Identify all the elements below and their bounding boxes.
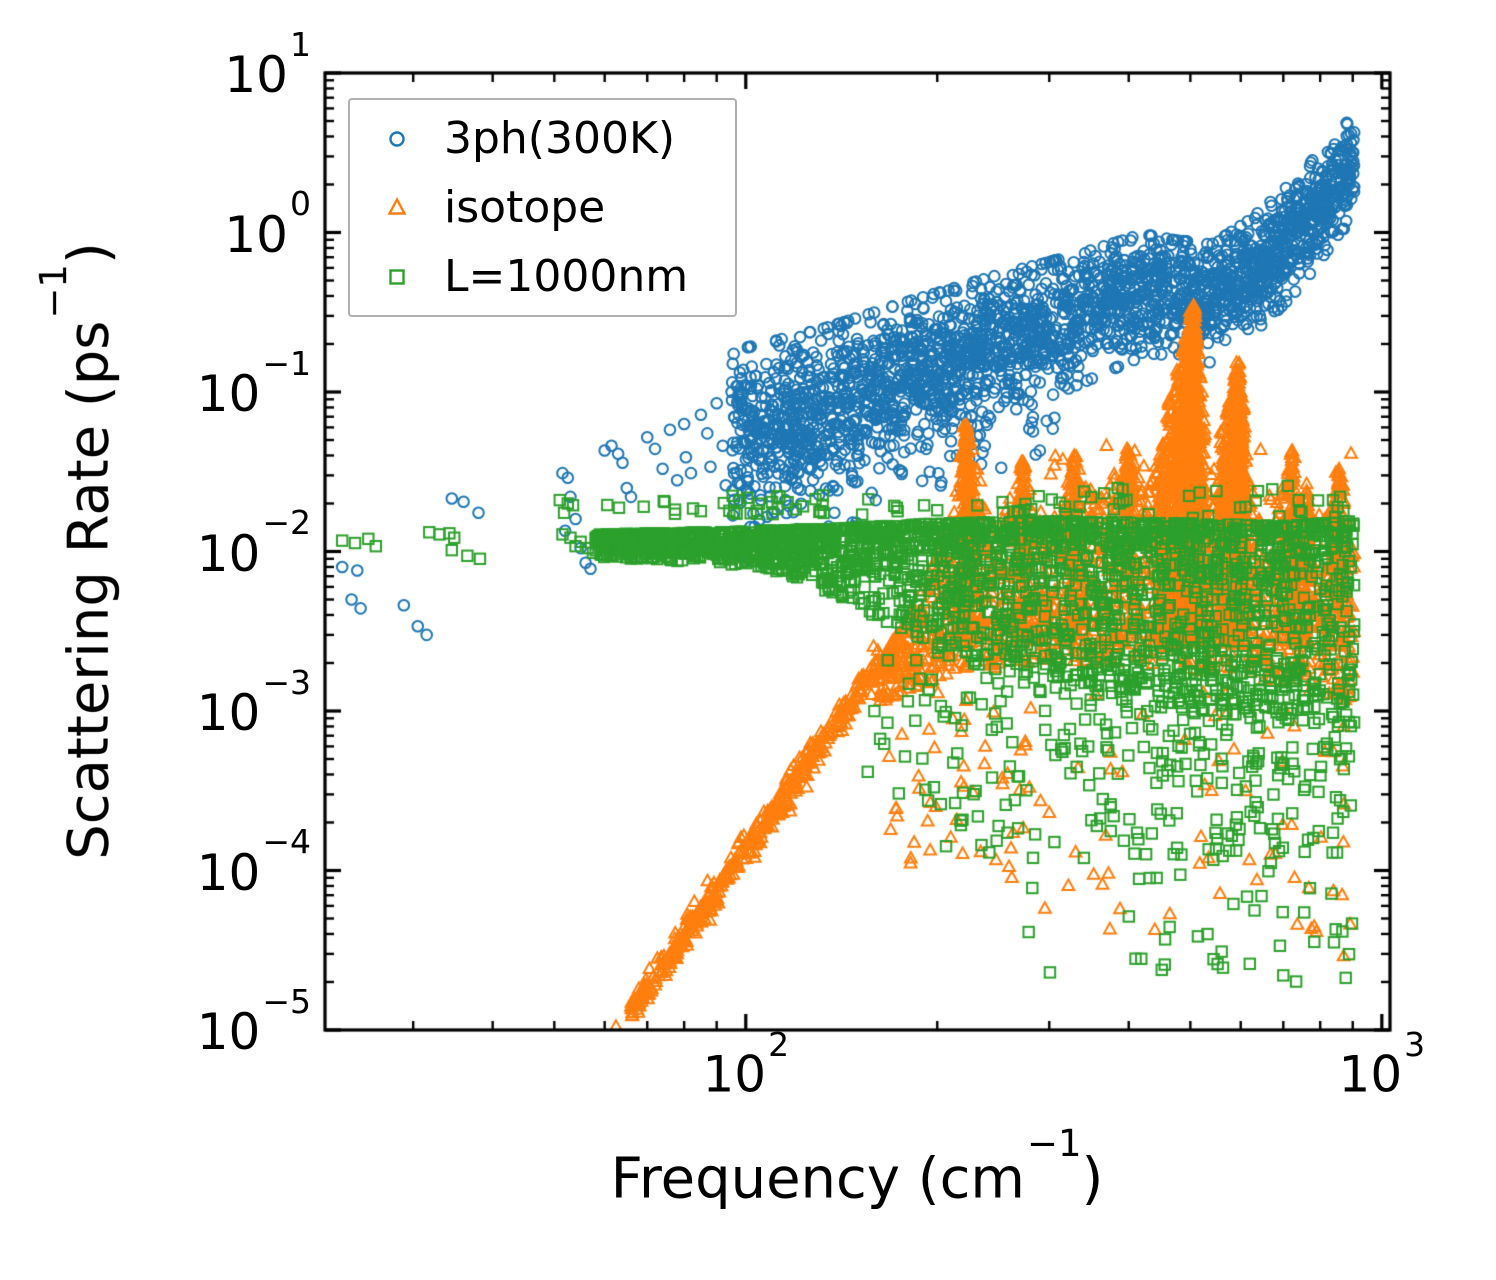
- legend-item-l-1000nm: L=1000nm: [350, 244, 735, 310]
- y-tick-label: 101: [224, 25, 311, 104]
- y-tick-label: 10−4: [196, 822, 311, 902]
- legend: 3ph(300K) isotope L=1000nm: [348, 98, 737, 317]
- circle-marker-icon: [389, 130, 405, 147]
- y-axis-label: Scattering Rate (ps−1): [32, 242, 122, 860]
- x-axis-label-suffix: ): [1081, 1146, 1104, 1212]
- y-tick-label: 10−1: [196, 344, 311, 423]
- x-tick-label: 103: [1338, 1024, 1426, 1104]
- y-tick-label: 10−3: [196, 663, 311, 742]
- x-axis-label-text: Frequency (cm: [610, 1146, 1025, 1212]
- y-tick-label: 100: [224, 184, 311, 264]
- y-tick-label: 10−5: [196, 982, 311, 1061]
- legend-item-isotope: isotope: [350, 175, 735, 241]
- legend-label: L=1000nm: [444, 250, 689, 302]
- y-axis-label-sup: −1: [32, 264, 75, 319]
- x-axis-label: Frequency (cm−1): [611, 1125, 1104, 1208]
- x-tick-label: 102: [702, 1024, 790, 1104]
- legend-label: isotope: [444, 181, 606, 233]
- square-marker-icon: [389, 268, 405, 285]
- triangle-marker-icon: [387, 196, 407, 215]
- legend-item-3ph-300k-: 3ph(300K): [350, 106, 735, 172]
- y-tick-label: 10−2: [196, 503, 311, 583]
- y-axis-label-text: Scattering Rate (ps: [56, 320, 122, 860]
- y-axis-label-suffix: ): [56, 242, 122, 265]
- x-axis-label-sup: −1: [1026, 1121, 1082, 1165]
- legend-label: 3ph(300K): [444, 112, 675, 164]
